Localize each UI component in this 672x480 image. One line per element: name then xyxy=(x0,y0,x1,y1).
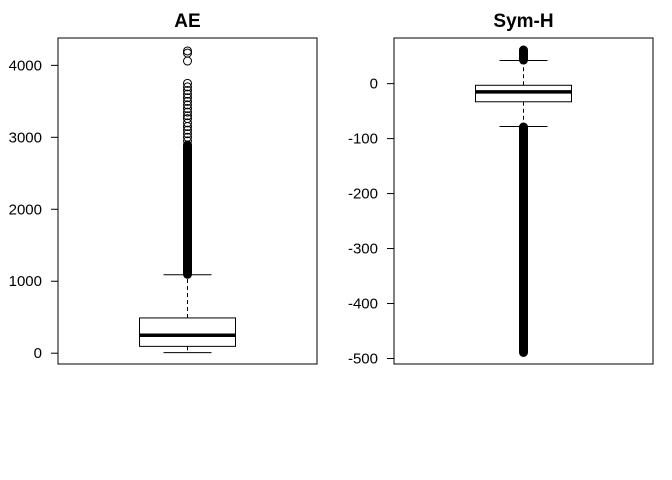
ae-y-tick-label: 3000 xyxy=(9,129,42,146)
ae-outlier-point xyxy=(183,132,192,142)
ae-outlier-point xyxy=(183,56,192,66)
ae-outlier-point xyxy=(183,107,192,117)
ae-outlier-point xyxy=(183,111,192,121)
ae-outlier-point xyxy=(183,118,192,128)
ae-dense-outliers xyxy=(183,140,192,279)
symh-y-tick-label: -200 xyxy=(348,186,378,203)
ae-outlier-point xyxy=(183,78,192,88)
ae-outlier-point xyxy=(183,89,192,99)
ae-y-tick-label: 0 xyxy=(34,345,42,362)
ae-iqr-box xyxy=(139,317,236,347)
ae-boxplot-panel: AE 0 1000 2000 3000 4000 xyxy=(9,11,318,365)
ae-outlier-point xyxy=(183,96,192,106)
ae-y-tick-label: 4000 xyxy=(9,57,42,74)
symh-outliers xyxy=(519,45,528,358)
symh-y-tick-label: -300 xyxy=(348,241,378,258)
ae-y-tick-label: 1000 xyxy=(9,273,42,290)
ae-outlier-point xyxy=(183,93,192,103)
symh-title: Sym-H xyxy=(493,11,553,32)
ae-y-tick-label: 2000 xyxy=(9,201,42,218)
symh-y-tick-label: 0 xyxy=(370,76,378,93)
symh-dense-outliers xyxy=(519,122,528,358)
ae-outlier-point xyxy=(183,104,192,114)
ae-outlier-point xyxy=(183,82,192,92)
ae-outliers xyxy=(183,46,192,279)
symh-dense-outliers xyxy=(519,45,528,65)
ae-outlier-point xyxy=(183,136,192,146)
symh-y-tick-label: -100 xyxy=(348,131,378,148)
symh-boxplot-panel: Sym-H -500 -400 -300 -200 -100 0 xyxy=(348,11,654,368)
ae-outlier-point xyxy=(183,46,192,56)
symh-y-tick-label: -500 xyxy=(348,351,378,368)
ae-outlier-point xyxy=(183,114,192,124)
ae-outlier-point xyxy=(183,125,192,135)
ae-title: AE xyxy=(174,11,200,32)
ae-outlier-point xyxy=(183,86,192,96)
ae-outlier-point xyxy=(183,48,192,58)
ae-outlier-point xyxy=(183,100,192,110)
ae-outlier-point xyxy=(183,129,192,139)
symh-y-tick-label: -400 xyxy=(348,296,378,313)
